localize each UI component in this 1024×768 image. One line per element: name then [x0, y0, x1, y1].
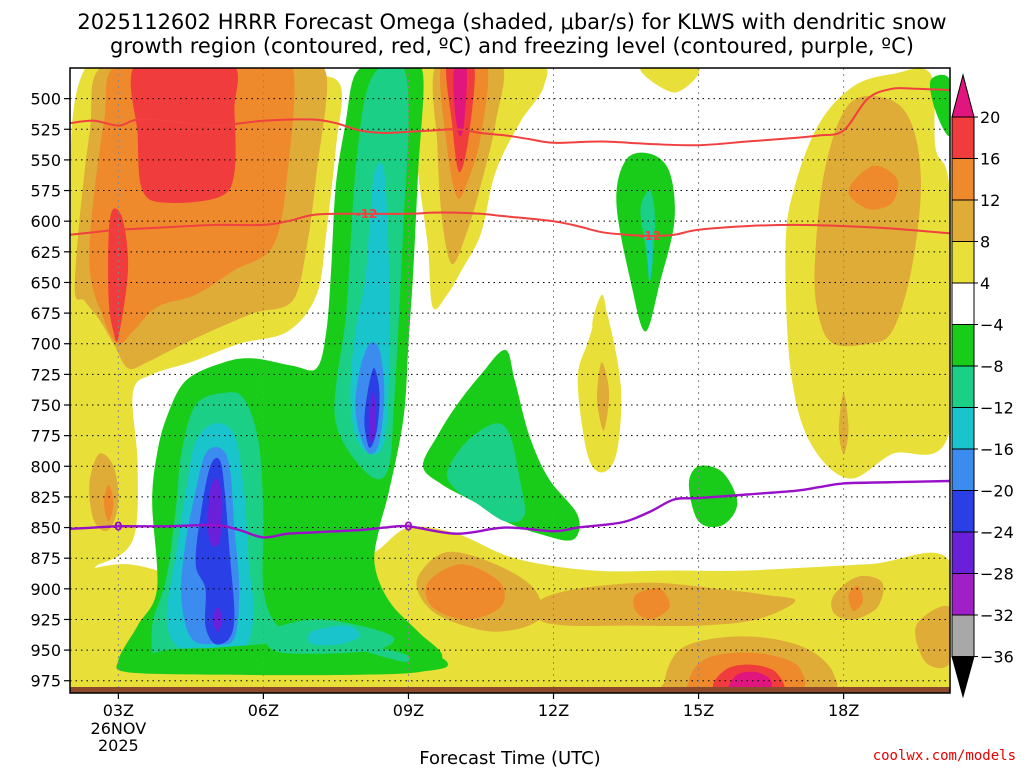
contour-layer: -12 -12 0 0	[70, 87, 950, 539]
freezing-label-0: 0	[114, 519, 122, 533]
colorbar-label-6: −8	[980, 357, 1004, 376]
omega-area-top-right-blob	[640, 68, 700, 93]
x-tick-label-03Z: 03Z	[103, 701, 134, 720]
colorbar-label-13: −36	[980, 648, 1014, 667]
colorbar-bin-7	[951, 407, 975, 450]
colorbar-label-1: 16	[980, 150, 1000, 169]
y-axis: 500 525 550 575 600 625 650 675 700 725 750 775 800 8…	[30, 90, 70, 691]
omega-area-top-center-20	[453, 68, 467, 137]
y-tick-label-525: 525	[30, 120, 61, 139]
x-tick-label-15Z: 15Z	[683, 701, 714, 720]
omega-area-minus24-upper	[369, 392, 376, 443]
omega-area-minus20-main	[195, 457, 235, 645]
chart-title-line-2: growth region (contoured, red, ºC) and f…	[110, 34, 914, 58]
colorbar-bin-2	[951, 199, 975, 242]
omega-area-upper-left-16-b	[108, 208, 129, 342]
dgz-contour--12	[70, 211, 950, 237]
omega-area-minus12-lower-band	[307, 625, 361, 646]
colorbar-label-2: 12	[980, 191, 1000, 210]
x-tick-label-09Z: 09Z	[393, 701, 424, 720]
y-tick-label-900: 900	[30, 580, 61, 599]
omega-area-band-low-8-edge	[915, 605, 950, 669]
omega-area-band-low-12-left	[425, 564, 505, 620]
colorbar-label-8: −16	[980, 440, 1014, 459]
omega-area-blob-13z-8	[596, 362, 610, 431]
y-tick-label-825: 825	[30, 488, 61, 507]
chart-title-line-1: 2025112602 HRRR Forecast Omega (shaded, …	[77, 10, 946, 34]
credit-text: coolwx.com/models	[873, 748, 1016, 764]
colorbar-label-5: −4	[980, 316, 1004, 335]
x-tick-sublabel-1: 2025	[98, 736, 139, 755]
colorbar-bin-3	[951, 241, 975, 284]
y-tick-label-675: 675	[30, 304, 61, 323]
y-tick-label-750: 750	[30, 396, 61, 415]
y-tick-label-950: 950	[30, 641, 61, 660]
dgz-label-12-a: -12	[356, 207, 378, 221]
colorbar-label-12: −32	[980, 606, 1014, 625]
omega-area-upper-right-12	[848, 165, 899, 210]
colorbar-bin-9	[951, 490, 975, 533]
dgz-contour--18	[70, 87, 950, 147]
colorbar-bin-0	[951, 116, 975, 159]
x-axis-title: Forecast Time (UTC)	[419, 748, 600, 768]
colorbar-bin-11	[951, 573, 975, 616]
omega-area-left-edge-12-low	[103, 484, 114, 522]
terrain-strip	[70, 687, 950, 693]
omega-area-minus24-low	[212, 607, 223, 632]
freezing-label-1: 0	[404, 519, 412, 533]
y-tick-label-700: 700	[30, 335, 61, 354]
colorbar-bin-4	[951, 282, 975, 325]
colorbar-label-3: 8	[980, 233, 990, 252]
x-tick-sublabel-0: 26NOV	[91, 719, 147, 738]
y-tick-label-925: 925	[30, 610, 61, 629]
omega-area-mid-warm-4	[592, 294, 607, 344]
freezing-level-line	[70, 479, 950, 539]
colorbar-bin-12	[951, 614, 975, 657]
omega-area-blob-14z-cyan	[647, 227, 653, 283]
omega-area-minus24-main	[207, 478, 223, 547]
colorbar-label-7: −12	[980, 399, 1014, 418]
colorbar-label-4: 4	[980, 274, 990, 293]
omega-area-band-low-12-right	[848, 586, 864, 612]
colorbar-label-0: 20	[980, 108, 1000, 127]
colorbar-bin-1	[951, 158, 975, 201]
y-tick-label-600: 600	[30, 212, 61, 231]
omega-area-band-low-12-center	[633, 588, 670, 620]
colorbar-under-arrow	[951, 656, 975, 699]
y-tick-label-550: 550	[30, 151, 61, 170]
omega-area-upper-left-16-a	[130, 68, 238, 204]
omega-area-minus4-bottom-band	[119, 637, 449, 676]
omega-shading-layer	[70, 68, 950, 693]
dgz-label-12-b: -12	[639, 229, 661, 243]
y-tick-label-850: 850	[30, 519, 61, 538]
y-tick-label-875: 875	[30, 549, 61, 568]
y-tick-label-650: 650	[30, 273, 61, 292]
colorbar-label-11: −28	[980, 565, 1014, 584]
y-tick-label-800: 800	[30, 457, 61, 476]
colorbar-over-arrow	[951, 73, 975, 118]
colorbar-bin-8	[951, 448, 975, 491]
y-tick-label-575: 575	[30, 182, 61, 201]
omega-area-teal-mid-lobe	[446, 423, 526, 523]
y-tick-label-725: 725	[30, 365, 61, 384]
colorbar: 20 16 12 8 4 −4 −8 −12 −16 −20 −24 −28 −32 −36	[951, 73, 1014, 699]
colorbar-label-10: −24	[980, 523, 1014, 542]
colorbar-bin-5	[951, 324, 975, 367]
y-tick-label-625: 625	[30, 243, 61, 262]
y-tick-label-975: 975	[30, 672, 61, 691]
plot-frame	[69, 67, 951, 694]
colorbar-bin-6	[951, 365, 975, 408]
x-tick-label-06Z: 06Z	[248, 701, 279, 720]
x-tick-label-12Z: 12Z	[538, 701, 569, 720]
colorbar-bin-10	[951, 531, 975, 574]
y-tick-label-500: 500	[30, 90, 61, 109]
x-tick-label-18Z: 18Z	[828, 701, 859, 720]
colorbar-label-9: −20	[980, 482, 1014, 501]
y-tick-label-775: 775	[30, 427, 61, 446]
